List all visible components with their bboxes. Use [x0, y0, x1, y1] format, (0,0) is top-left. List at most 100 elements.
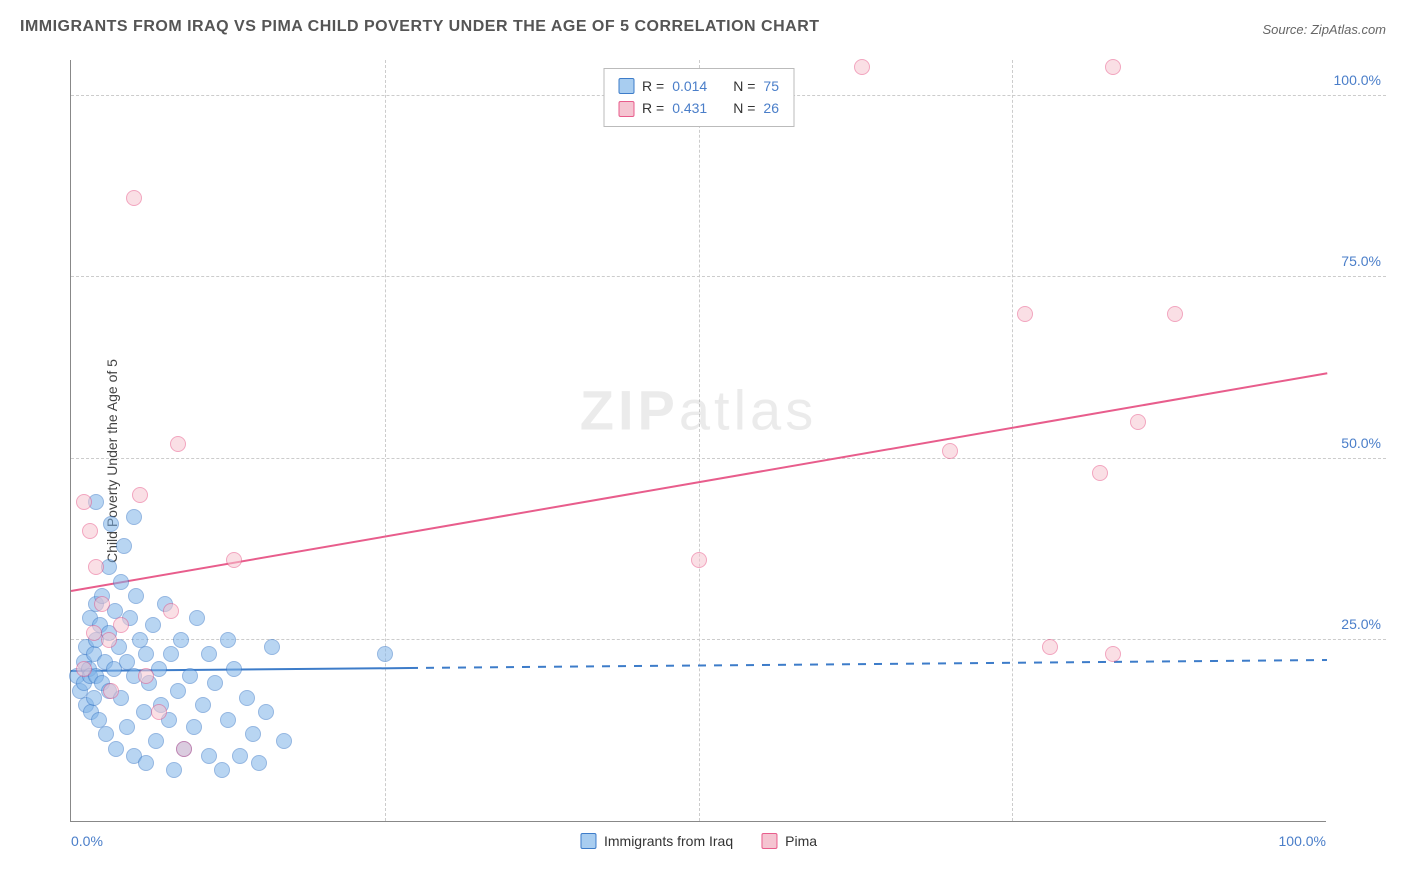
data-point-blue: [201, 646, 217, 662]
data-point-blue: [182, 668, 198, 684]
data-point-blue: [103, 516, 119, 532]
data-point-blue: [214, 762, 230, 778]
data-point-pink: [113, 617, 129, 633]
data-point-blue: [128, 588, 144, 604]
trend-line-blue-dashed: [410, 659, 1327, 669]
legend-swatch-pink: [618, 101, 634, 117]
r-value: 0.014: [672, 75, 707, 97]
data-point-blue: [245, 726, 261, 742]
data-point-pink: [82, 523, 98, 539]
data-point-blue: [251, 755, 267, 771]
data-point-pink: [103, 683, 119, 699]
data-point-blue: [258, 704, 274, 720]
data-point-blue: [98, 726, 114, 742]
data-point-blue: [195, 697, 211, 713]
r-value: 0.431: [672, 97, 707, 119]
n-label: N =: [733, 75, 755, 97]
data-point-blue: [377, 646, 393, 662]
data-point-pink: [226, 552, 242, 568]
r-label: R =: [642, 75, 664, 97]
data-point-pink: [1092, 465, 1108, 481]
data-point-blue: [239, 690, 255, 706]
data-point-blue: [86, 690, 102, 706]
data-point-blue: [138, 755, 154, 771]
data-point-pink: [126, 190, 142, 206]
data-point-pink: [76, 494, 92, 510]
correlation-legend: R = 0.014 N = 75 R = 0.431 N = 26: [603, 68, 794, 127]
data-point-blue: [166, 762, 182, 778]
source-attribution: Source: ZipAtlas.com: [1262, 22, 1386, 37]
data-point-blue: [189, 610, 205, 626]
data-point-pink: [942, 443, 958, 459]
data-point-pink: [1042, 639, 1058, 655]
data-point-blue: [276, 733, 292, 749]
gridline-v: [699, 60, 700, 821]
gridline-v: [1012, 60, 1013, 821]
data-point-blue: [113, 574, 129, 590]
data-point-pink: [691, 552, 707, 568]
data-point-pink: [151, 704, 167, 720]
data-point-blue: [186, 719, 202, 735]
data-point-pink: [138, 668, 154, 684]
data-point-blue: [138, 646, 154, 662]
legend-swatch-blue: [580, 833, 596, 849]
data-point-pink: [88, 559, 104, 575]
data-point-blue: [207, 675, 223, 691]
y-tick-label: 75.0%: [1341, 253, 1381, 269]
n-label: N =: [733, 97, 755, 119]
plot-area: ZIPatlas R =0.014N =75R =0.431N =26 Immi…: [70, 60, 1326, 822]
legend-label: Immigrants from Iraq: [604, 833, 733, 849]
data-point-blue: [126, 509, 142, 525]
data-point-blue: [116, 538, 132, 554]
series-legend: Immigrants from Iraq Pima: [580, 833, 817, 849]
watermark-bold: ZIP: [580, 379, 679, 442]
x-tick-label: 0.0%: [71, 833, 103, 849]
data-point-blue: [173, 632, 189, 648]
y-tick-label: 25.0%: [1341, 616, 1381, 632]
data-point-pink: [101, 632, 117, 648]
data-point-pink: [76, 661, 92, 677]
data-point-pink: [1167, 306, 1183, 322]
data-point-blue: [145, 617, 161, 633]
legend-label: Pima: [785, 833, 817, 849]
data-point-pink: [170, 436, 186, 452]
r-label: R =: [642, 97, 664, 119]
data-point-blue: [220, 632, 236, 648]
data-point-blue: [170, 683, 186, 699]
data-point-pink: [132, 487, 148, 503]
data-point-blue: [264, 639, 280, 655]
data-point-blue: [148, 733, 164, 749]
x-tick-label: 100.0%: [1279, 833, 1326, 849]
data-point-blue: [220, 712, 236, 728]
n-value: 75: [763, 75, 779, 97]
chart-container: Child Poverty Under the Age of 5 ZIPatla…: [20, 50, 1386, 872]
data-point-pink: [1130, 414, 1146, 430]
n-value: 26: [763, 97, 779, 119]
data-point-blue: [108, 741, 124, 757]
legend-row-blue: R = 0.014 N = 75: [618, 75, 779, 97]
chart-title: IMMIGRANTS FROM IRAQ VS PIMA CHILD POVER…: [20, 18, 820, 36]
data-point-pink: [854, 59, 870, 75]
data-point-blue: [232, 748, 248, 764]
data-point-pink: [86, 625, 102, 641]
data-point-pink: [1105, 646, 1121, 662]
gridline-h: [71, 458, 1386, 459]
data-point-pink: [176, 741, 192, 757]
y-tick-label: 100.0%: [1334, 72, 1381, 88]
data-point-blue: [136, 704, 152, 720]
data-point-blue: [119, 719, 135, 735]
data-point-blue: [226, 661, 242, 677]
data-point-blue: [163, 646, 179, 662]
legend-row-pink: R = 0.431 N = 26: [618, 97, 779, 119]
data-point-pink: [163, 603, 179, 619]
legend-item-pink: Pima: [761, 833, 817, 849]
watermark-light: atlas: [679, 379, 817, 442]
y-tick-label: 50.0%: [1341, 435, 1381, 451]
data-point-pink: [1017, 306, 1033, 322]
gridline-v: [385, 60, 386, 821]
gridline-h: [71, 276, 1386, 277]
data-point-pink: [94, 596, 110, 612]
data-point-blue: [201, 748, 217, 764]
legend-swatch-blue: [618, 78, 634, 94]
data-point-pink: [1105, 59, 1121, 75]
